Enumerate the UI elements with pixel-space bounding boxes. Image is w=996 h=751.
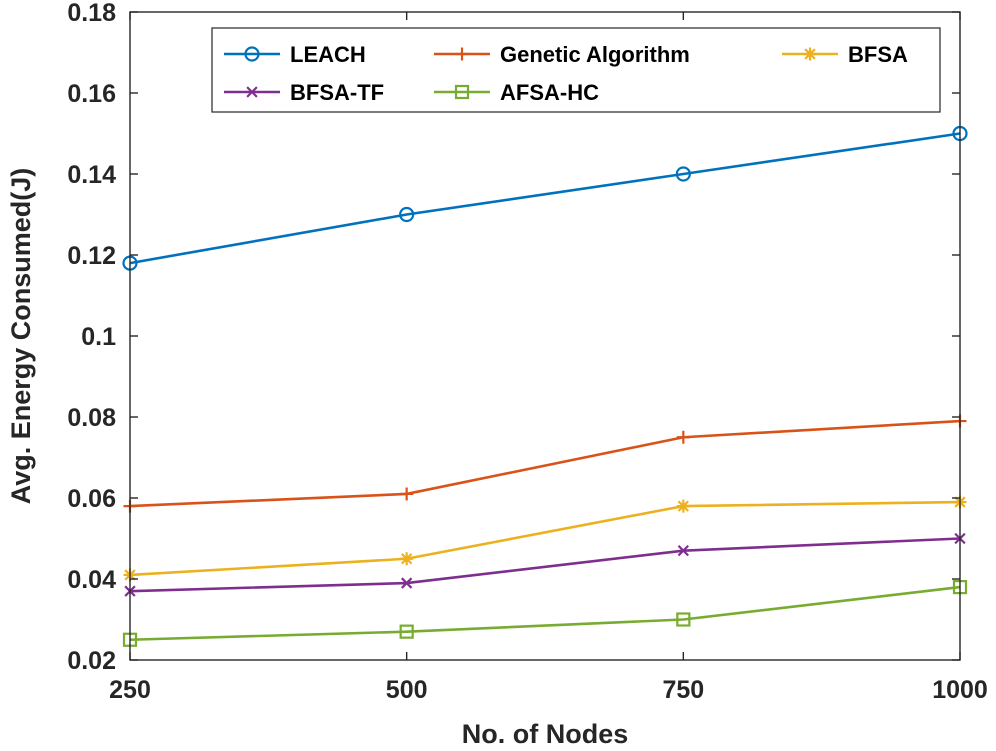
- legend-label: AFSA-HC: [500, 80, 599, 105]
- data-point-bfsa-500: [400, 552, 414, 566]
- y-axis-title: Avg. Energy Consumed(J): [6, 168, 36, 505]
- data-point-bfsa-750: [676, 499, 690, 513]
- legend-item-bfsa: BFSA: [782, 42, 908, 67]
- series-layer: [122, 125, 968, 647]
- data-point-bfsa-tf-750: [677, 544, 689, 557]
- legend-label: Genetic Algorithm: [500, 42, 690, 67]
- series-line-genetic-algorithm: [129, 419, 961, 508]
- y-tick-label: 0.1: [81, 323, 116, 351]
- legend-item-afsa-hc: AFSA-HC: [434, 80, 599, 105]
- legend-marker-bfsa-tf: [246, 86, 258, 98]
- y-tick-label: 0.18: [67, 0, 116, 27]
- legend: LEACH Genetic Algorithm BFSA BFSA-TF AFSA-HC: [211, 27, 941, 113]
- x-tick-label: 750: [662, 676, 704, 704]
- x-tick-label: 1000: [932, 676, 988, 704]
- y-tick-label: 0.08: [67, 404, 116, 432]
- series-line-leach: [129, 132, 961, 265]
- legend-marker-genetic-algorithm: [455, 47, 469, 61]
- data-point-afsa-hc-500: [399, 624, 414, 639]
- legend-label: BFSA: [848, 42, 908, 67]
- data-point-leach-750: [675, 166, 691, 182]
- series-line-bfsa: [129, 500, 961, 577]
- legend-label: BFSA-TF: [290, 80, 384, 105]
- legend-marker-leach: [244, 46, 260, 62]
- x-tick-label: 500: [386, 676, 428, 704]
- data-point-bfsa-tf-500: [401, 577, 413, 589]
- data-point-leach-500: [399, 206, 415, 223]
- legend-item-bfsa-tf: BFSA-TF: [224, 80, 384, 105]
- y-tick-label: 0.12: [67, 242, 116, 270]
- data-point-genetic-algorithm-500: [400, 487, 414, 501]
- x-axis-title: No. of Nodes: [462, 719, 629, 749]
- legend-marker-afsa-hc: [454, 84, 470, 100]
- legend-item-leach: LEACH: [224, 42, 366, 67]
- legend-item-genetic-algorithm: Genetic Algorithm: [434, 42, 690, 67]
- data-point-afsa-hc-750: [676, 612, 691, 627]
- y-tick-label: 0.06: [67, 485, 116, 513]
- plot-area: [130, 12, 960, 660]
- legend-box: [211, 27, 941, 113]
- y-tick-label: 0.16: [67, 80, 116, 108]
- legend-label: LEACH: [290, 42, 366, 67]
- series-line-afsa-hc: [129, 585, 961, 642]
- data-point-genetic-algorithm-750: [676, 430, 690, 444]
- y-tick-label: 0.02: [67, 647, 116, 675]
- series-line-bfsa-tf: [129, 537, 961, 593]
- legend-marker-bfsa: [803, 47, 817, 61]
- x-tick-label: 250: [109, 676, 151, 704]
- y-tick-label: 0.14: [67, 161, 116, 189]
- y-tick-label: 0.04: [67, 566, 116, 594]
- axes-layer: 250 500 750 1000 0.02 0.04 0.06 0.08 0.1 0.12 0.14…: [67, 0, 987, 704]
